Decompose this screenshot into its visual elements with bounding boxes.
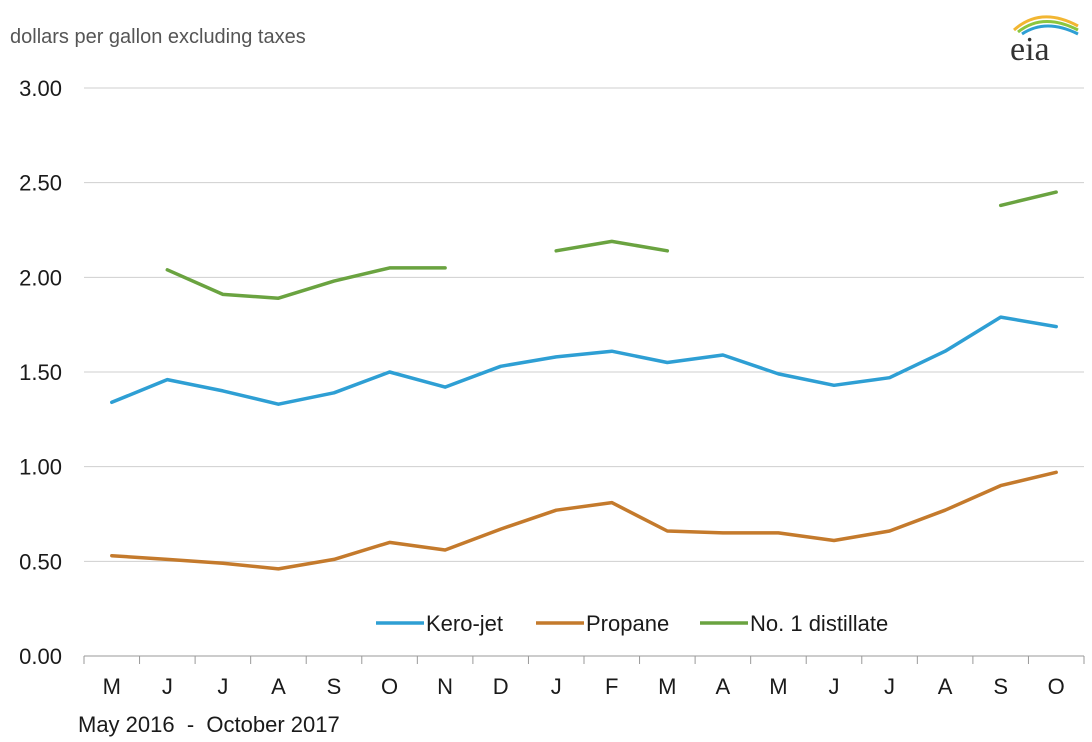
series-line-segment bbox=[110, 470, 1058, 571]
legend: Kero-jet Propane No. 1 distillate bbox=[376, 611, 888, 636]
series-line-segment bbox=[110, 315, 1058, 406]
y-tick-label: 3.00 bbox=[19, 76, 62, 101]
y-tick-label: 2.00 bbox=[19, 265, 62, 290]
series-kero-jet bbox=[110, 315, 1058, 406]
logo-text: eia bbox=[1010, 31, 1050, 64]
y-tick-label: 2.50 bbox=[19, 171, 62, 196]
x-tick-label: S bbox=[993, 674, 1008, 699]
x-tick-label: S bbox=[327, 674, 342, 699]
series-no-1-distillate bbox=[165, 190, 1058, 300]
series-line-segment bbox=[998, 190, 1058, 208]
x-tick-label: J bbox=[829, 674, 840, 699]
x-tick-label: M bbox=[103, 674, 121, 699]
x-tick-label: A bbox=[271, 674, 286, 699]
x-tick-label: J bbox=[551, 674, 562, 699]
legend-label: No. 1 distillate bbox=[750, 611, 888, 636]
x-tick-label: F bbox=[605, 674, 618, 699]
date-range-label: May 2016 - October 2017 bbox=[78, 712, 340, 737]
x-tick-label: A bbox=[716, 674, 731, 699]
y-tick-label: 0.00 bbox=[19, 644, 62, 669]
y-tick-label: 1.00 bbox=[19, 455, 62, 480]
y-tick-label: 1.50 bbox=[19, 360, 62, 385]
x-tick-label: D bbox=[493, 674, 509, 699]
x-tick-label: N bbox=[437, 674, 453, 699]
unit-label: dollars per gallon excluding taxes bbox=[10, 26, 306, 48]
legend-label: Propane bbox=[586, 611, 669, 636]
x-tick-label: J bbox=[884, 674, 895, 699]
x-axis bbox=[83, 655, 1085, 664]
x-tick-label: O bbox=[381, 674, 398, 699]
series-line-segment bbox=[165, 266, 447, 300]
line-chart: 0.00 0.50 1.00 1.50 2.00 2.50 3.00 M J J A S O N D J F M… bbox=[19, 76, 1085, 699]
x-tick-label: M bbox=[658, 674, 676, 699]
series-lines bbox=[110, 190, 1058, 571]
x-tick-label: A bbox=[938, 674, 953, 699]
gridlines bbox=[84, 87, 1084, 562]
y-tick-label: 0.50 bbox=[19, 549, 62, 574]
x-tick-label: J bbox=[217, 674, 228, 699]
x-tick-label: O bbox=[1048, 674, 1065, 699]
series-line-segment bbox=[554, 239, 670, 253]
y-tick-labels: 0.00 0.50 1.00 1.50 2.00 2.50 3.00 bbox=[19, 76, 62, 669]
eia-logo: eia bbox=[996, 8, 1086, 68]
x-tick-label: J bbox=[162, 674, 173, 699]
x-tick-label: M bbox=[769, 674, 787, 699]
series-propane bbox=[110, 470, 1058, 571]
legend-label: Kero-jet bbox=[426, 611, 503, 636]
